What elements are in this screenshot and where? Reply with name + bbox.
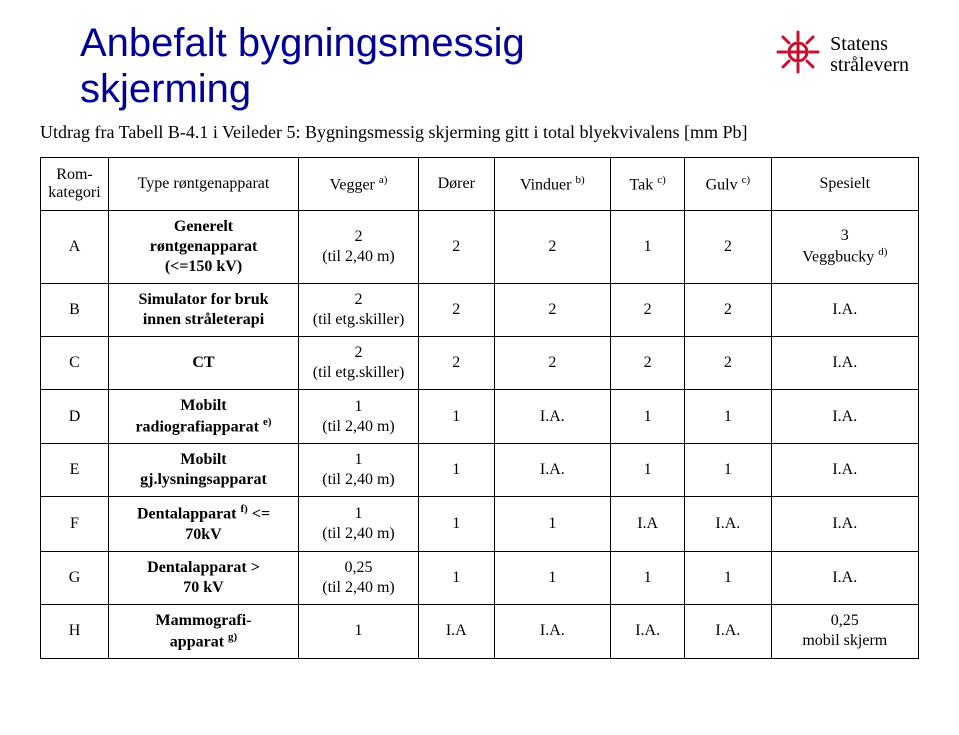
cell-tak: 1 xyxy=(611,551,685,604)
cell-spesielt: I.A. xyxy=(771,390,918,444)
col-tak: Tak c) xyxy=(611,158,685,211)
cell-dorer: 1 xyxy=(419,551,495,604)
title-line-1: Anbefalt bygningsmessig xyxy=(80,21,525,65)
cell-gulv: 1 xyxy=(685,551,771,604)
col-type: Type røntgenapparat xyxy=(109,158,299,211)
cell-vegger: 1(til 2,40 m) xyxy=(299,497,419,551)
cell-gulv: 2 xyxy=(685,211,771,284)
cell-spesielt: 3Veggbucky d) xyxy=(771,211,918,284)
cell-vegger: 2(til etg.skiller) xyxy=(299,284,419,337)
title-line-2: skjerming xyxy=(80,67,251,111)
logo-text: Statens strålevern xyxy=(830,34,909,76)
cell-dorer: I.A xyxy=(419,604,495,658)
table-row: FDentalapparat f) <=70kV1(til 2,40 m)11I… xyxy=(41,497,919,551)
cell-spesielt: I.A. xyxy=(771,337,918,390)
cell-dorer: 1 xyxy=(419,390,495,444)
cell-type: Mammografi-apparat g) xyxy=(109,604,299,658)
cell-tak: I.A xyxy=(611,497,685,551)
cell-spesielt: 0,25mobil skjerm xyxy=(771,604,918,658)
cell-category: A xyxy=(41,211,109,284)
cell-spesielt: I.A. xyxy=(771,497,918,551)
cell-vegger: 1(til 2,40 m) xyxy=(299,444,419,497)
cell-type: Mobiltradiografiapparat e) xyxy=(109,390,299,444)
col-dorer: Dører xyxy=(419,158,495,211)
table-row: GDentalapparat >70 kV0,25(til 2,40 m)111… xyxy=(41,551,919,604)
cell-type: CT xyxy=(109,337,299,390)
cell-vinduer: I.A. xyxy=(494,604,611,658)
cell-gulv: 1 xyxy=(685,390,771,444)
cell-tak: I.A. xyxy=(611,604,685,658)
cell-dorer: 2 xyxy=(419,337,495,390)
cell-vegger: 1 xyxy=(299,604,419,658)
header: Anbefalt bygningsmessig skjerming xyxy=(40,20,919,122)
col-vinduer: Vinduer b) xyxy=(494,158,611,211)
table-row: BSimulator for brukinnen stråleterapi2(t… xyxy=(41,284,919,337)
col-romkategori: Rom- kategori xyxy=(41,158,109,211)
cell-category: E xyxy=(41,444,109,497)
cell-gulv: I.A. xyxy=(685,497,771,551)
subtitle: Utdrag fra Tabell B-4.1 i Veileder 5: By… xyxy=(40,122,919,143)
col-gulv: Gulv c) xyxy=(685,158,771,211)
cell-dorer: 1 xyxy=(419,497,495,551)
cell-type: Genereltrøntgenapparat(<=150 kV) xyxy=(109,211,299,284)
cell-vegger: 2(til etg.skiller) xyxy=(299,337,419,390)
cell-dorer: 1 xyxy=(419,444,495,497)
cell-gulv: 1 xyxy=(685,444,771,497)
logo-line-2: strålevern xyxy=(830,54,909,76)
table-row: EMobiltgj.lysningsapparat1(til 2,40 m)1I… xyxy=(41,444,919,497)
table-row: HMammografi-apparat g)1I.AI.A.I.A.I.A.0,… xyxy=(41,604,919,658)
cell-vinduer: 2 xyxy=(494,284,611,337)
page-title: Anbefalt bygningsmessig skjerming xyxy=(80,20,525,112)
shielding-table: Rom- kategori Type røntgenapparat Vegger… xyxy=(40,157,919,659)
col-spesielt: Spesielt xyxy=(771,158,918,211)
cell-spesielt: I.A. xyxy=(771,444,918,497)
table-row: DMobiltradiografiapparat e)1(til 2,40 m)… xyxy=(41,390,919,444)
cell-gulv: 2 xyxy=(685,284,771,337)
table-header-row: Rom- kategori Type røntgenapparat Vegger… xyxy=(41,158,919,211)
cell-vinduer: 1 xyxy=(494,551,611,604)
sun-icon xyxy=(776,30,820,79)
cell-category: C xyxy=(41,337,109,390)
cell-category: F xyxy=(41,497,109,551)
cell-category: H xyxy=(41,604,109,658)
cell-vinduer: I.A. xyxy=(494,444,611,497)
cell-vinduer: 2 xyxy=(494,337,611,390)
cell-dorer: 2 xyxy=(419,284,495,337)
cell-type: Dentalapparat >70 kV xyxy=(109,551,299,604)
cell-tak: 2 xyxy=(611,284,685,337)
logo: Statens strålevern xyxy=(776,30,909,79)
cell-vegger: 0,25(til 2,40 m) xyxy=(299,551,419,604)
cell-vegger: 1(til 2,40 m) xyxy=(299,390,419,444)
cell-dorer: 2 xyxy=(419,211,495,284)
cell-tak: 2 xyxy=(611,337,685,390)
cell-spesielt: I.A. xyxy=(771,551,918,604)
cell-category: G xyxy=(41,551,109,604)
cell-type: Mobiltgj.lysningsapparat xyxy=(109,444,299,497)
table-row: CCT2(til etg.skiller)2222I.A. xyxy=(41,337,919,390)
cell-type: Simulator for brukinnen stråleterapi xyxy=(109,284,299,337)
logo-line-1: Statens xyxy=(830,33,888,55)
cell-gulv: I.A. xyxy=(685,604,771,658)
cell-type: Dentalapparat f) <=70kV xyxy=(109,497,299,551)
cell-vinduer: 2 xyxy=(494,211,611,284)
cell-tak: 1 xyxy=(611,444,685,497)
cell-vinduer: I.A. xyxy=(494,390,611,444)
cell-tak: 1 xyxy=(611,211,685,284)
col-vegger: Vegger a) xyxy=(299,158,419,211)
cell-gulv: 2 xyxy=(685,337,771,390)
cell-tak: 1 xyxy=(611,390,685,444)
cell-category: D xyxy=(41,390,109,444)
cell-vegger: 2(til 2,40 m) xyxy=(299,211,419,284)
table-row: AGenereltrøntgenapparat(<=150 kV)2(til 2… xyxy=(41,211,919,284)
cell-vinduer: 1 xyxy=(494,497,611,551)
cell-spesielt: I.A. xyxy=(771,284,918,337)
cell-category: B xyxy=(41,284,109,337)
